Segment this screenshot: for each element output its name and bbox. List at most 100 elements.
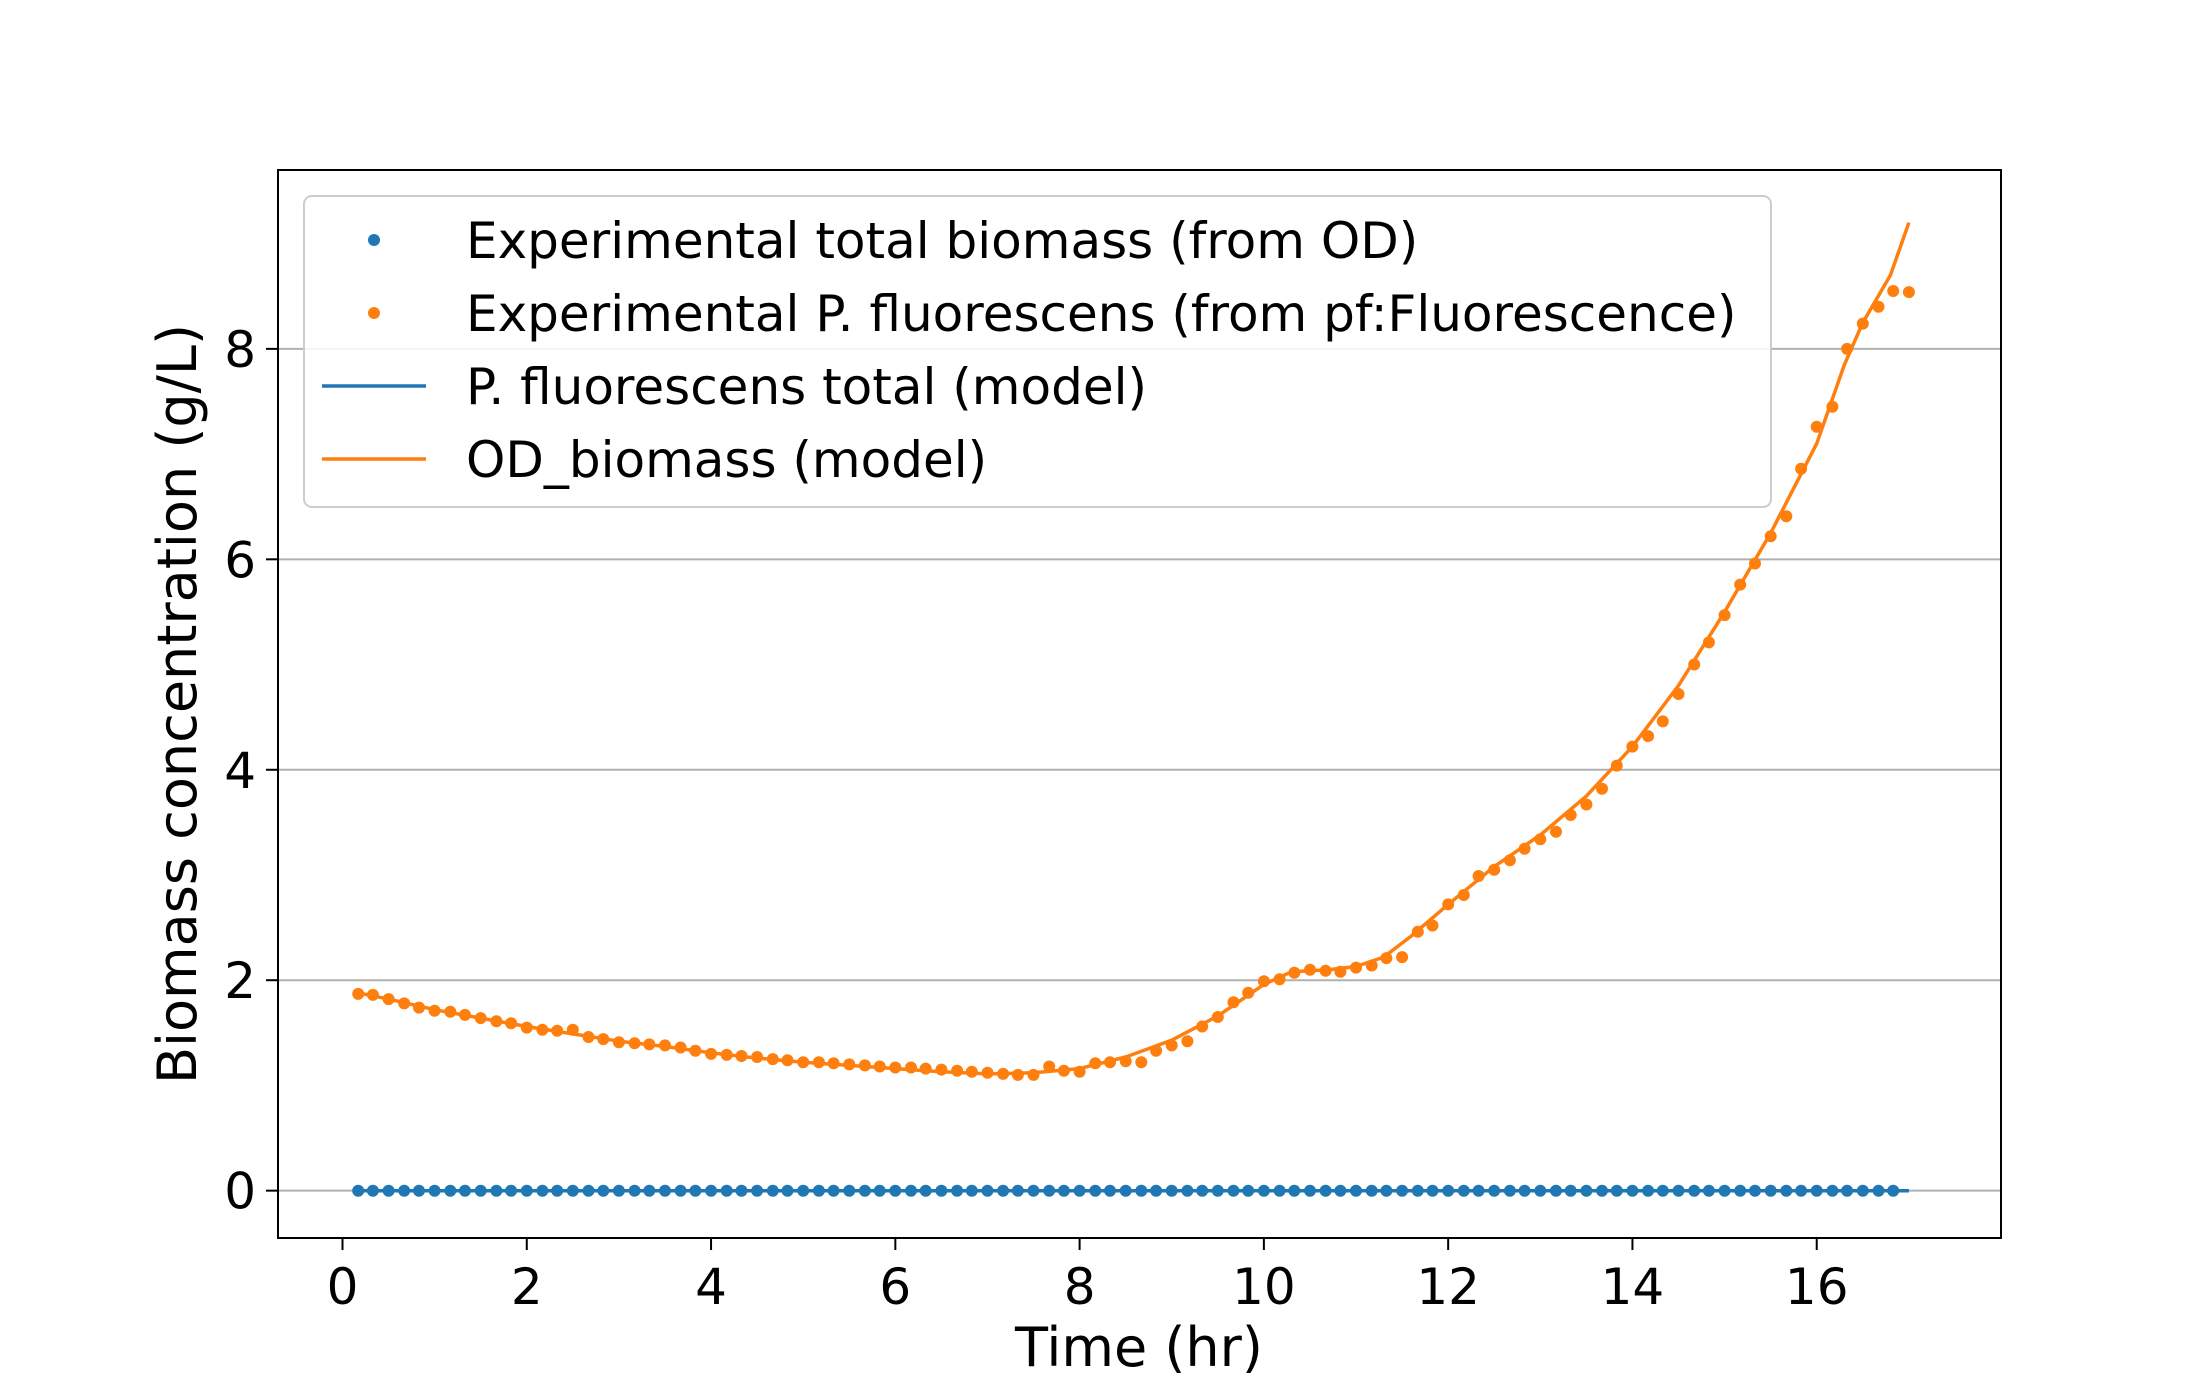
data-point — [1688, 658, 1701, 671]
data-point — [1642, 730, 1655, 743]
y-tick-label: 8 — [224, 321, 256, 379]
data-point — [1887, 285, 1900, 297]
data-point — [459, 1008, 471, 1021]
data-point — [1488, 1184, 1501, 1197]
data-point — [1887, 1184, 1900, 1197]
data-point — [1610, 759, 1623, 772]
data-point — [1596, 782, 1608, 795]
y-axis-title: Biomass concentration (g/L) — [146, 324, 209, 1084]
x-tick-label: 12 — [1416, 1258, 1480, 1316]
data-point — [1135, 1056, 1148, 1069]
data-point — [1196, 1184, 1209, 1197]
data-point — [643, 1038, 656, 1051]
data-point — [1396, 1184, 1409, 1197]
x-tick-label: 14 — [1601, 1258, 1665, 1316]
data-point — [735, 1184, 748, 1197]
data-point — [1564, 809, 1577, 821]
data-point — [1380, 1184, 1393, 1197]
data-point — [413, 1001, 425, 1014]
data-point — [1718, 609, 1731, 622]
data-point — [659, 1039, 671, 1052]
data-point — [873, 1060, 886, 1073]
data-point — [551, 1184, 564, 1197]
data-point — [1702, 1184, 1715, 1197]
data-point — [889, 1061, 902, 1074]
data-point — [1104, 1184, 1116, 1197]
data-point — [1011, 1184, 1024, 1197]
data-point — [1902, 286, 1915, 299]
data-point — [1749, 1184, 1761, 1197]
data-point — [1826, 1184, 1839, 1197]
data-point — [1734, 578, 1747, 591]
data-point — [674, 1041, 687, 1054]
data-point — [1119, 1184, 1132, 1197]
data-point — [1150, 1184, 1163, 1197]
y-tick-label: 0 — [224, 1163, 256, 1221]
data-point — [1534, 833, 1547, 846]
data-point — [812, 1056, 825, 1069]
data-point — [1718, 1184, 1731, 1197]
data-point — [597, 1184, 610, 1197]
data-point — [1596, 1184, 1608, 1197]
data-point — [1057, 1184, 1070, 1197]
data-point — [935, 1063, 948, 1076]
series-layer — [352, 222, 1915, 1197]
data-point — [1841, 342, 1854, 355]
data-point — [965, 1065, 978, 1078]
y-tick-label: 4 — [224, 742, 256, 800]
data-point — [1380, 952, 1393, 965]
data-point — [1656, 715, 1669, 728]
data-point — [1135, 1184, 1148, 1197]
data-point — [1257, 1184, 1270, 1197]
data-point — [1396, 951, 1409, 964]
series-1 — [352, 285, 1915, 1081]
data-point — [628, 1037, 641, 1050]
legend-label: Experimental total biomass (from OD) — [466, 212, 1418, 270]
data-point — [858, 1059, 871, 1072]
data-point — [1780, 510, 1793, 523]
data-point — [720, 1048, 733, 1061]
data-point — [1027, 1068, 1040, 1081]
data-point — [1503, 854, 1516, 867]
y-tick-label: 6 — [224, 531, 256, 589]
data-point — [1442, 898, 1455, 911]
data-point — [536, 1184, 549, 1197]
x-tick-label: 0 — [327, 1258, 359, 1316]
legend-label: Experimental P. fluorescens (from pf:Flu… — [466, 285, 1736, 343]
data-point — [1442, 1184, 1455, 1197]
data-point — [1073, 1184, 1086, 1197]
data-point — [1165, 1039, 1178, 1052]
data-point — [1011, 1068, 1024, 1081]
data-point — [597, 1033, 610, 1046]
data-point — [459, 1184, 471, 1197]
data-point — [1350, 1184, 1362, 1197]
data-point — [1764, 1184, 1777, 1197]
data-point — [1672, 688, 1685, 700]
x-tick-label: 16 — [1785, 1258, 1849, 1316]
data-point — [505, 1184, 518, 1197]
data-point — [1257, 975, 1270, 988]
data-point — [1472, 1184, 1485, 1197]
data-point — [1564, 1184, 1577, 1197]
data-point — [352, 1184, 365, 1197]
data-point — [674, 1184, 687, 1197]
data-point — [566, 1023, 579, 1036]
data-point — [705, 1184, 718, 1197]
data-point — [1242, 1184, 1255, 1197]
x-tick-label: 8 — [1064, 1258, 1096, 1316]
data-point — [705, 1047, 718, 1060]
data-point — [382, 993, 395, 1006]
data-point — [1350, 961, 1362, 974]
data-point — [1780, 1184, 1793, 1197]
data-point — [1626, 740, 1639, 753]
data-point — [689, 1044, 702, 1057]
data-point — [781, 1184, 794, 1197]
data-point — [858, 1184, 871, 1197]
data-point — [1211, 1184, 1224, 1197]
data-point — [1319, 964, 1332, 977]
data-point — [689, 1184, 702, 1197]
data-point — [1688, 1184, 1701, 1197]
data-point — [1642, 1184, 1655, 1197]
data-point — [382, 1184, 395, 1197]
